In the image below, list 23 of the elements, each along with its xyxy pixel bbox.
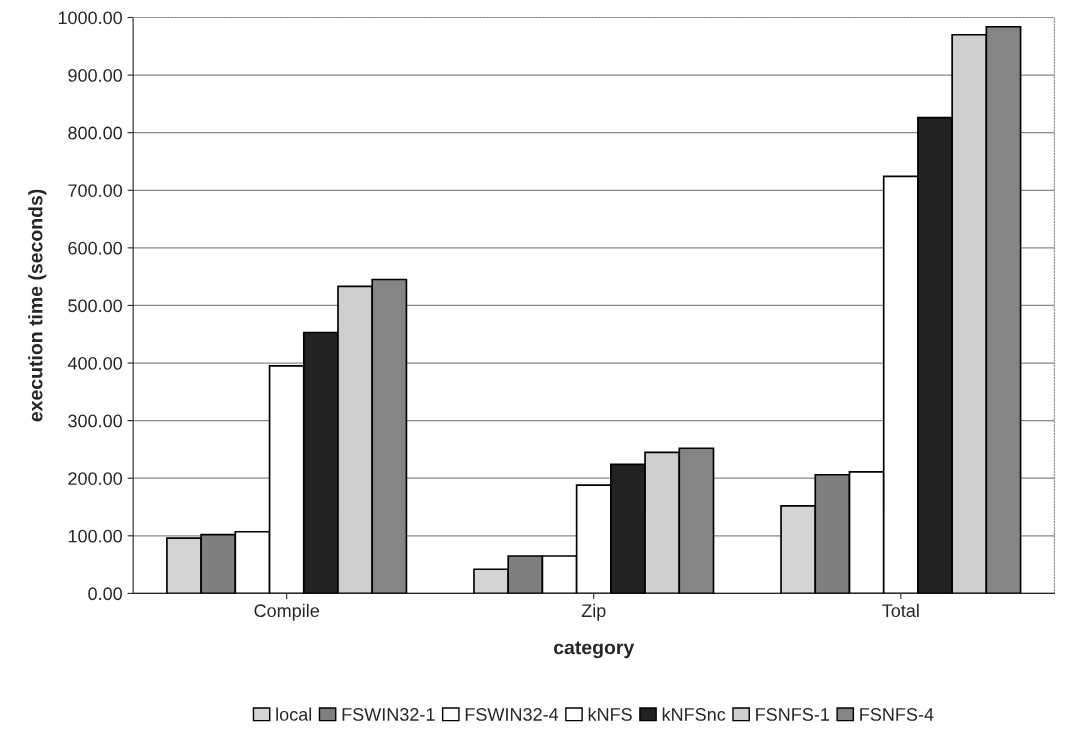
x-axis-title: category [553, 641, 635, 659]
legend-label: FSWIN32-1 [342, 708, 435, 721]
y-tick-label: 900.00 [68, 69, 123, 82]
legend-label: FSNFS-1 [756, 708, 830, 721]
y-tick-label: 300.00 [68, 414, 123, 428]
legend-label: local [276, 707, 312, 721]
y-tick-label: 400.00 [67, 356, 123, 370]
legend-label: FSWIN32-4 [465, 708, 559, 721]
x-tick-label: Zip [581, 603, 606, 621]
y-tick-label: 500.00 [68, 299, 123, 313]
y-tick-label: 1000.00 [58, 11, 123, 25]
y-axis-title: execution time (seconds) [28, 189, 47, 422]
legend-label: kNFSnc [662, 707, 726, 721]
legend-label: FSNFS-4 [860, 708, 934, 721]
x-tick-label: Compile [254, 603, 319, 621]
y-tick-label: 100.00 [68, 529, 123, 543]
y-tick-label: 0.00 [88, 587, 123, 601]
legend-label: kNFS [588, 707, 632, 721]
y-tick-label: 800.00 [68, 126, 123, 140]
x-tick-label: Total [882, 603, 919, 618]
y-tick-label: 600.00 [68, 241, 123, 255]
y-tick-label: 200.00 [68, 472, 123, 485]
y-tick-label: 700.00 [68, 184, 123, 197]
